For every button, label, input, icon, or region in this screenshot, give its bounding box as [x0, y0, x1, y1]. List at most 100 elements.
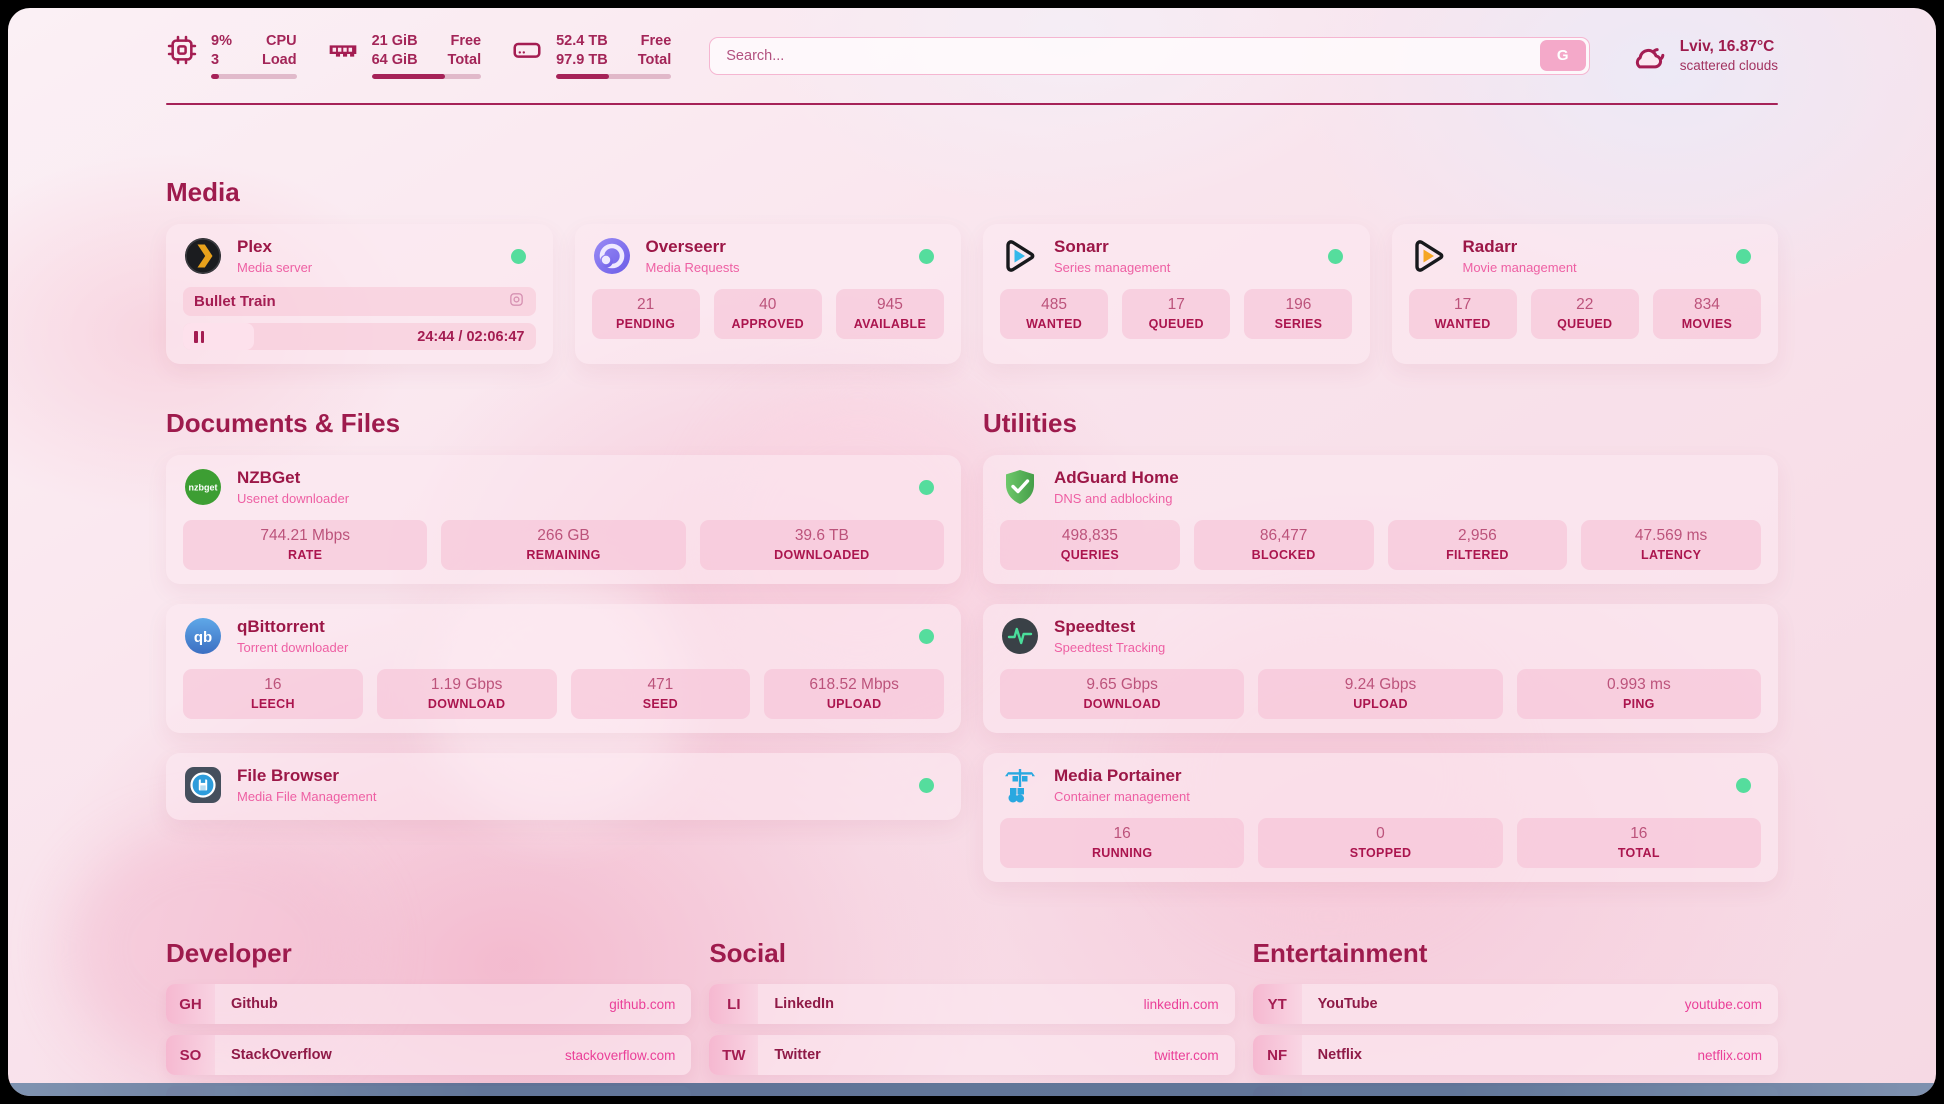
- link-name: LinkedIn: [774, 996, 834, 1012]
- stat-value: 834: [1693, 296, 1720, 313]
- stat-label: SERIES: [1274, 317, 1323, 331]
- sonarr-card[interactable]: Sonarr Series management 485 WANTED 17 QUEUED…: [983, 224, 1370, 364]
- media-portainer-card[interactable]: Media Portainer Container management 16 RUN…: [983, 753, 1778, 882]
- service-title: Speedtest: [1054, 617, 1136, 636]
- service-subtitle: Speedtest Tracking: [1054, 640, 1166, 655]
- stat-value: 40: [759, 296, 777, 313]
- stat-pill: 39.6 TB DOWNLOADED: [699, 520, 944, 570]
- stat-value: 498,835: [1061, 527, 1118, 544]
- link-reddit[interactable]: RERedditreddit.com: [1252, 1086, 1778, 1096]
- overseerr-card[interactable]: Overseerr Media Requests 21 PENDING 40 APPROV…: [574, 224, 961, 364]
- stat-value: 52.4 TB: [556, 33, 608, 49]
- stat-value: 0: [1376, 825, 1385, 842]
- service-subtitle: Series management: [1054, 260, 1171, 275]
- status-dot: [919, 249, 934, 264]
- search-bar: G: [709, 36, 1590, 75]
- service-subtitle: Torrent downloader: [237, 640, 349, 655]
- stat-pill: 17 WANTED: [1408, 289, 1517, 339]
- utilities-column: Utilities AdGuard Home DNS and adblocking…: [983, 408, 1778, 882]
- nzbget-card[interactable]: nzbget NZBGet Usenet downloader 744.21 Mbps…: [166, 455, 961, 584]
- stat-progress-fill: [211, 74, 219, 79]
- link-github[interactable]: GH Github github.com: [166, 984, 692, 1024]
- link-youtube[interactable]: YT YouTube youtube.com: [1252, 984, 1778, 1024]
- stat-label: Free: [450, 33, 482, 49]
- stat-label: WANTED: [1026, 317, 1083, 331]
- link-abbr: RE: [1252, 1086, 1302, 1096]
- status-dot: [1736, 778, 1751, 793]
- sonarr-icon: [1000, 236, 1040, 276]
- stat-label: AVAILABLE: [853, 317, 927, 331]
- link-name: Twitter: [774, 1047, 821, 1063]
- stat-pill: 266 GB REMAINING: [441, 520, 686, 570]
- stat-label: Total: [447, 52, 482, 68]
- search-engine-button[interactable]: G: [1539, 40, 1586, 71]
- stat-pill: 834 MOVIES: [1652, 289, 1761, 339]
- stat-value: 16: [264, 676, 282, 693]
- section-title-utilities: Utilities: [983, 408, 1077, 438]
- link-stackoverflow[interactable]: SO StackOverflow stackoverflow.com: [166, 1035, 692, 1075]
- link-sections: Developer GH Github github.com SO StackOverfl…: [166, 938, 1778, 1096]
- weather-widget: Lviv, 16.87°C scattered clouds: [1628, 36, 1778, 76]
- service-subtitle: Movie management: [1462, 260, 1577, 275]
- service-title: Media Portainer: [1054, 766, 1182, 785]
- search-input[interactable]: [709, 36, 1590, 75]
- overseerr-icon: [592, 236, 632, 276]
- dashboard-panel: 9% CPU 3 Load 21 GiB Free 64 GiB Total 52.4 TB Fr…: [8, 8, 1936, 1096]
- link-url: stackoverflow.com: [565, 1047, 676, 1063]
- file-browser-card[interactable]: File Browser Media File Management: [166, 753, 961, 820]
- link-twitter[interactable]: TW Twitter twitter.com: [709, 1035, 1235, 1075]
- link-url: github.com: [609, 996, 676, 1012]
- link-section-entertainment: Entertainment YT YouTube youtube.com NF Netfl…: [1252, 938, 1778, 1096]
- stat-value: 196: [1285, 296, 1312, 313]
- stat-label: TOTAL: [1617, 846, 1660, 860]
- service-title: NZBGet: [237, 468, 301, 487]
- pause-icon[interactable]: [194, 330, 204, 343]
- system-stat-storage: 52.4 TB Free 97.9 TB Total: [511, 32, 672, 79]
- radarr-card[interactable]: Radarr Movie management 17 WANTED 22 QUEUED 83…: [1391, 224, 1778, 364]
- svg-text:qb: qb: [194, 629, 212, 646]
- link-netflix[interactable]: NF Netflix netflix.com: [1252, 1035, 1778, 1075]
- qbittorrent-card[interactable]: qb qBittorrent Torrent downloader 16 LEECH 1.…: [166, 604, 961, 733]
- stat-label: REMAINING: [526, 548, 601, 562]
- stat-label: RUNNING: [1091, 846, 1153, 860]
- link-url: twitter.com: [1154, 1047, 1219, 1063]
- plex-card[interactable]: Plex Media server Bullet Train 24:44 / 02:0…: [166, 224, 553, 364]
- stat-value: 618.52 Mbps: [809, 676, 899, 693]
- stat-value: 744.21 Mbps: [260, 527, 350, 544]
- stat-label: SEED: [642, 697, 678, 711]
- stat-pill: 485 WANTED: [1000, 289, 1109, 339]
- plex-icon: [183, 236, 223, 276]
- stat-value: 16: [1630, 825, 1648, 842]
- link-abbr: NF: [1252, 1035, 1302, 1075]
- video-session-icon[interactable]: [508, 291, 525, 312]
- adguard-icon: [1000, 467, 1040, 507]
- stat-pill: 196 SERIES: [1244, 289, 1353, 339]
- service-subtitle: Media Requests: [645, 260, 740, 275]
- svg-text:nzbget: nzbget: [189, 483, 218, 493]
- link-name: Github: [231, 996, 278, 1012]
- link-name: StackOverflow: [231, 1047, 332, 1063]
- stat-label: LATENCY: [1641, 548, 1702, 562]
- link-abbr: TW: [709, 1035, 759, 1075]
- stat-pill: 618.52 Mbps UPLOAD: [764, 669, 944, 719]
- disk-icon: [511, 34, 543, 66]
- stat-value: 2,956: [1457, 527, 1497, 544]
- adguard-home-card[interactable]: AdGuard Home DNS and adblocking 498,835 QUE…: [983, 455, 1778, 584]
- stat-progress-bar: [211, 74, 297, 79]
- stat-pill: 40 APPROVED: [713, 289, 822, 339]
- link-abbr: DT: [166, 1086, 215, 1096]
- stat-pills: 21 PENDING 40 APPROVED 945 AVAILABLE: [591, 289, 945, 339]
- stat-value: 9.65 Gbps: [1086, 676, 1158, 693]
- playback-time: 24:44 / 02:06:47: [417, 328, 525, 345]
- speedtest-card[interactable]: Speedtest Speedtest Tracking 9.65 Gbps DOWN…: [983, 604, 1778, 733]
- stat-label: Load: [261, 52, 297, 68]
- stat-value: 97.9 TB: [556, 52, 608, 68]
- radarr-icon: [1409, 236, 1449, 276]
- link-dev[interactable]: DTDEVdev.to: [166, 1086, 692, 1096]
- weather-location-temp: Lviv, 16.87°C: [1679, 38, 1775, 55]
- stat-pills: 744.21 Mbps RATE 266 GB REMAINING 39.6 TB DOW…: [183, 520, 944, 570]
- stat-label: Total: [637, 52, 672, 68]
- section-title-social: Social: [709, 938, 786, 968]
- link-section-social: Social LI LinkedIn linkedin.com TW Twitter twi…: [709, 938, 1235, 1096]
- link-linkedin[interactable]: LI LinkedIn linkedin.com: [709, 984, 1235, 1024]
